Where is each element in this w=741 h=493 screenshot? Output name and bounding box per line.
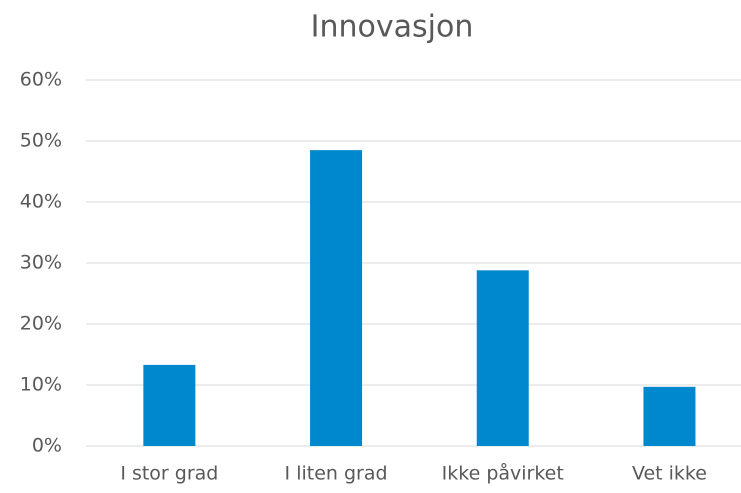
chart-title: Innovasjon [311, 10, 474, 45]
bar [476, 270, 529, 446]
y-tick-label: 0% [32, 435, 62, 457]
bar [310, 150, 363, 446]
y-tick-label: 10% [20, 374, 62, 396]
y-tick-label: 60% [20, 69, 62, 91]
x-tick-label: Vet ikke [632, 463, 707, 485]
bar [643, 386, 696, 446]
y-tick-label: 40% [20, 191, 62, 213]
y-tick-label: 30% [20, 252, 62, 274]
y-tick-label: 50% [20, 130, 62, 152]
y-tick-label: 20% [20, 313, 62, 335]
bar [143, 364, 196, 446]
x-tick-label: I stor grad [120, 463, 218, 485]
x-tick-label: I liten grad [285, 463, 388, 485]
x-tick-label: Ikke påvirket [442, 462, 564, 485]
